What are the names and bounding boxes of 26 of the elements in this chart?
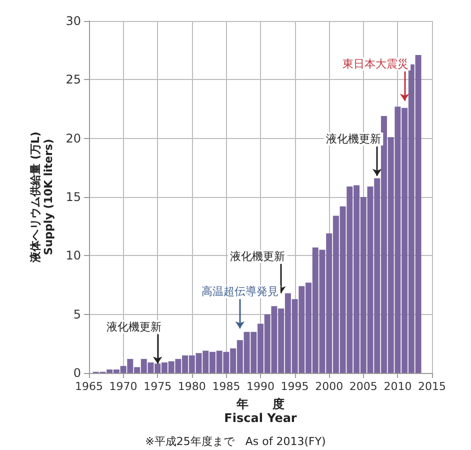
x-tick-label: 2005 [349, 380, 378, 393]
x-tick-label: 1980 [178, 380, 206, 393]
y-tick-label: 20 [66, 131, 81, 146]
annotation: 液化機更新 [106, 320, 162, 334]
y-tick-label: 25 [66, 72, 81, 87]
annotation: 高温超伝導発見 [201, 285, 278, 298]
text: ※平成25年度まで As of 2013(FY) [145, 435, 326, 448]
y-tick-label: 15 [66, 190, 81, 204]
x-tick-label: 1975 [144, 380, 172, 393]
x-tick-label: 2015 [418, 380, 446, 393]
y-tick-label: 10 [66, 248, 81, 263]
x-tick-label: 2000 [315, 380, 344, 393]
y-tick-label: 5 [73, 307, 81, 322]
x-tick-label: 1965 [75, 380, 103, 393]
y-axis-title: 液体ヘリウム供給量 (万L) Supply (10K liters) [28, 132, 55, 264]
annotation: 液化機更新 [230, 250, 286, 263]
y-tick-label: 0 [73, 366, 81, 380]
y-tick-label: 30 [66, 14, 81, 28]
x-tick-label: 2010 [384, 380, 412, 393]
x-axis-title: 年 度 Fiscal Year [224, 396, 297, 425]
x-tick-label: 1990 [246, 380, 274, 393]
annotation: 東日本大震災 [342, 57, 409, 70]
x-tick-label: 1970 [109, 380, 138, 393]
x-tick-label: 1995 [280, 380, 309, 393]
x-tick-label: 1985 [212, 380, 240, 393]
annotation: 液化機更新 [326, 132, 382, 146]
